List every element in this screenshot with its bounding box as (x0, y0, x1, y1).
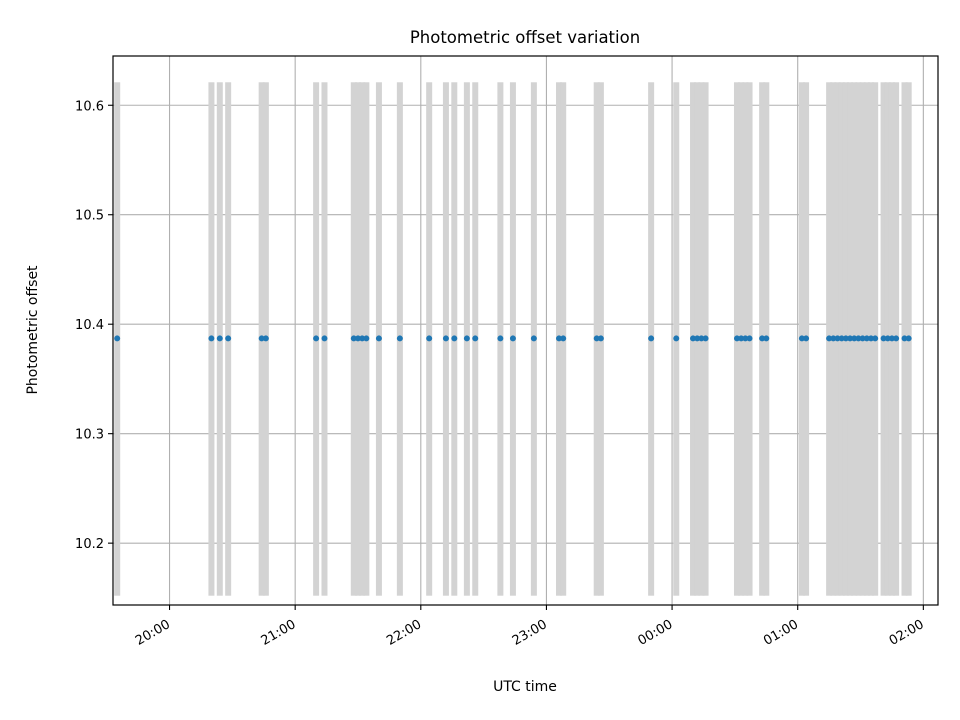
y-tick-label: 10.4 (75, 318, 104, 333)
data-point (690, 335, 697, 342)
data-point (893, 335, 900, 342)
data-point (472, 335, 479, 342)
y-tick-label: 10.6 (75, 99, 104, 114)
plot-frame (112, 55, 939, 606)
data-point (884, 335, 891, 342)
y-tick-label: 10.3 (75, 428, 104, 443)
data-point (834, 335, 841, 342)
data-point (901, 335, 908, 342)
data-point (313, 335, 320, 342)
data-point (763, 335, 770, 342)
data-point (593, 335, 600, 342)
data-point (838, 335, 845, 342)
data-point (742, 335, 749, 342)
data-point (847, 335, 854, 342)
y-axis-title: Photometric offset (25, 265, 41, 395)
data-point (509, 335, 516, 342)
y-axis-ticks: 10.2 10.3 10.4 10.5 10.6 (75, 99, 113, 552)
data-point (354, 335, 361, 342)
data-point (597, 335, 604, 342)
data-point (359, 335, 366, 342)
data-point (451, 335, 458, 342)
data-point (442, 335, 449, 342)
data-point (258, 335, 265, 342)
data-point (733, 335, 740, 342)
plot-area-background (113, 56, 938, 605)
x-axis-title: UTC time (493, 679, 557, 695)
data-point (262, 335, 269, 342)
data-point (798, 335, 805, 342)
data-point (859, 335, 866, 342)
data-point (673, 335, 680, 342)
data-point (350, 335, 357, 342)
data-point (363, 335, 370, 342)
data-point (888, 335, 895, 342)
data-point (830, 335, 837, 342)
data-point (114, 335, 121, 342)
y-tick-label: 10.5 (75, 209, 104, 224)
data-point (497, 335, 504, 342)
data-point (872, 335, 879, 342)
data-point (694, 335, 701, 342)
data-point (759, 335, 766, 342)
data-point (530, 335, 537, 342)
data-point (396, 335, 403, 342)
data-point (702, 335, 709, 342)
data-points (114, 335, 912, 342)
data-point (556, 335, 563, 342)
data-point (855, 335, 862, 342)
chart-title: Photometric offset variation (410, 28, 640, 47)
data-point (905, 335, 912, 342)
data-point (208, 335, 215, 342)
data-point (863, 335, 870, 342)
data-point (698, 335, 705, 342)
data-point (560, 335, 567, 342)
data-point (746, 335, 753, 342)
data-point (463, 335, 470, 342)
data-point (216, 335, 223, 342)
data-point (225, 335, 232, 342)
data-point (321, 335, 328, 342)
data-point (867, 335, 874, 342)
data-point (880, 335, 887, 342)
data-point (803, 335, 810, 342)
data-point (375, 335, 382, 342)
data-point (738, 335, 745, 342)
data-point (426, 335, 433, 342)
y-tick-label: 10.2 (75, 537, 104, 552)
data-point (842, 335, 849, 342)
data-point (826, 335, 833, 342)
data-point (851, 335, 858, 342)
data-point (648, 335, 655, 342)
